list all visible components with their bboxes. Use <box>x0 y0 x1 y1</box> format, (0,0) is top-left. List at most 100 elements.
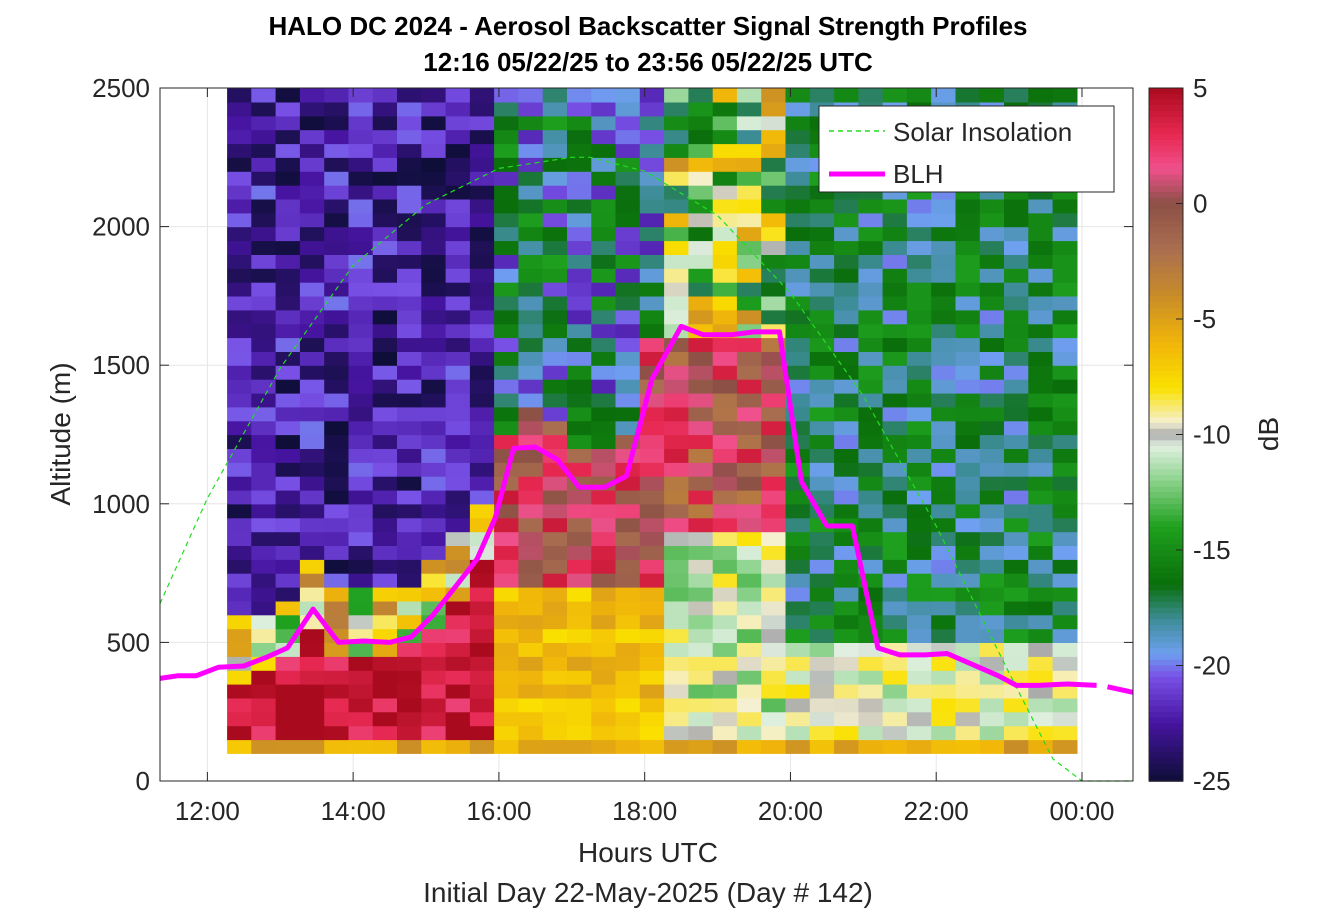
heatmap-cell <box>567 379 592 394</box>
heatmap-cell <box>299 254 325 269</box>
heatmap-cell <box>955 531 981 546</box>
heatmap-cell <box>275 185 301 200</box>
colorbar-segment <box>1149 521 1183 528</box>
heatmap-cell <box>688 101 714 117</box>
heatmap-cell <box>834 337 859 352</box>
heatmap-cell <box>712 379 738 394</box>
heatmap-cell <box>227 420 252 436</box>
colorbar-segment <box>1149 671 1183 678</box>
heatmap-cell <box>785 337 811 352</box>
heatmap-cell <box>227 587 252 602</box>
heatmap-cell <box>688 448 714 463</box>
heatmap-cell <box>1004 545 1029 560</box>
heatmap-cell <box>372 143 398 158</box>
heatmap-cell <box>882 254 908 269</box>
heatmap-cell <box>1028 489 1054 505</box>
heatmap-cell <box>348 503 374 519</box>
heatmap-cell <box>664 600 689 616</box>
heatmap-cell <box>591 226 617 242</box>
heatmap-cell <box>761 670 787 685</box>
x-tick-label: 14:00 <box>321 796 386 826</box>
heatmap-cell <box>372 406 398 422</box>
heatmap-cell <box>882 226 908 242</box>
heatmap-cell <box>251 88 277 103</box>
heatmap-cell <box>421 503 447 519</box>
heatmap-cell <box>299 684 325 699</box>
heatmap-cell <box>931 212 957 228</box>
colorbar-segment <box>1149 186 1183 193</box>
heatmap-cell <box>227 545 252 560</box>
heatmap-cell <box>299 365 325 380</box>
heatmap-cell <box>542 545 568 560</box>
heatmap-cell <box>639 323 665 339</box>
heatmap-cell <box>275 725 301 741</box>
heatmap-cell <box>251 337 277 352</box>
heatmap-cell <box>688 697 714 713</box>
heatmap-cell <box>712 351 738 366</box>
heatmap-cell <box>542 365 568 380</box>
heatmap-cell <box>1004 282 1029 297</box>
heatmap-cell <box>251 309 277 325</box>
heatmap-cell <box>809 88 835 103</box>
heatmap-cell <box>1052 365 1078 380</box>
heatmap-cell <box>227 185 252 200</box>
heatmap-cell <box>397 697 422 713</box>
heatmap-cell <box>397 323 422 339</box>
heatmap-cell <box>251 628 277 643</box>
heatmap-cell <box>1052 725 1078 741</box>
heatmap-cell <box>906 476 932 491</box>
heatmap-cell <box>785 656 811 671</box>
heatmap-cell <box>275 212 301 228</box>
heatmap-cell <box>227 240 252 255</box>
heatmap-cell <box>251 101 277 117</box>
colorbar-segment <box>1149 480 1183 488</box>
heatmap-cell <box>227 115 252 131</box>
heatmap-cell <box>664 739 689 754</box>
heatmap-cell <box>397 559 422 574</box>
heatmap-cell <box>275 323 301 339</box>
heatmap-cell <box>712 143 738 158</box>
heatmap-cell <box>615 88 641 103</box>
heatmap-cell <box>518 351 544 366</box>
heatmap-cell <box>809 379 835 394</box>
heatmap-cell <box>979 434 1005 449</box>
heatmap-cell <box>567 295 592 311</box>
heatmap-cell <box>251 476 277 491</box>
heatmap-cell <box>397 309 422 325</box>
heatmap-cell <box>858 406 884 422</box>
heatmap-cell <box>785 171 811 186</box>
heatmap-cell <box>809 240 835 255</box>
heatmap-cell <box>324 392 350 408</box>
heatmap-cell <box>785 545 811 560</box>
heatmap-cell <box>421 143 447 158</box>
heatmap-cell <box>275 517 301 533</box>
heatmap-cell <box>397 212 422 228</box>
heatmap-cell <box>1028 600 1054 616</box>
heatmap-cell <box>324 420 350 436</box>
heatmap-cell <box>809 517 835 533</box>
heatmap-cell <box>445 198 471 214</box>
heatmap-cell <box>542 739 568 754</box>
heatmap-cell <box>1004 323 1029 339</box>
heatmap-cell <box>979 420 1005 436</box>
heatmap-cell <box>299 531 325 546</box>
heatmap-cell <box>591 614 617 630</box>
heatmap-cell <box>445 88 471 103</box>
heatmap-cell <box>906 254 932 269</box>
heatmap-cell <box>1004 628 1029 643</box>
heatmap-cell <box>834 476 859 491</box>
heatmap-cell <box>785 587 811 602</box>
heatmap-cell <box>494 379 519 394</box>
heatmap-cell <box>494 392 519 408</box>
heatmap-cell <box>785 88 811 103</box>
heatmap-cell <box>809 697 835 713</box>
colorbar-segment <box>1149 584 1183 592</box>
heatmap-cell <box>1052 545 1078 560</box>
heatmap-cell <box>785 503 811 519</box>
heatmap-cell <box>469 351 495 366</box>
heatmap-cell <box>445 185 471 200</box>
heatmap-cell <box>639 268 665 283</box>
heatmap-cell <box>397 434 422 449</box>
heatmap-cell <box>834 587 859 602</box>
heatmap-cell <box>542 392 568 408</box>
